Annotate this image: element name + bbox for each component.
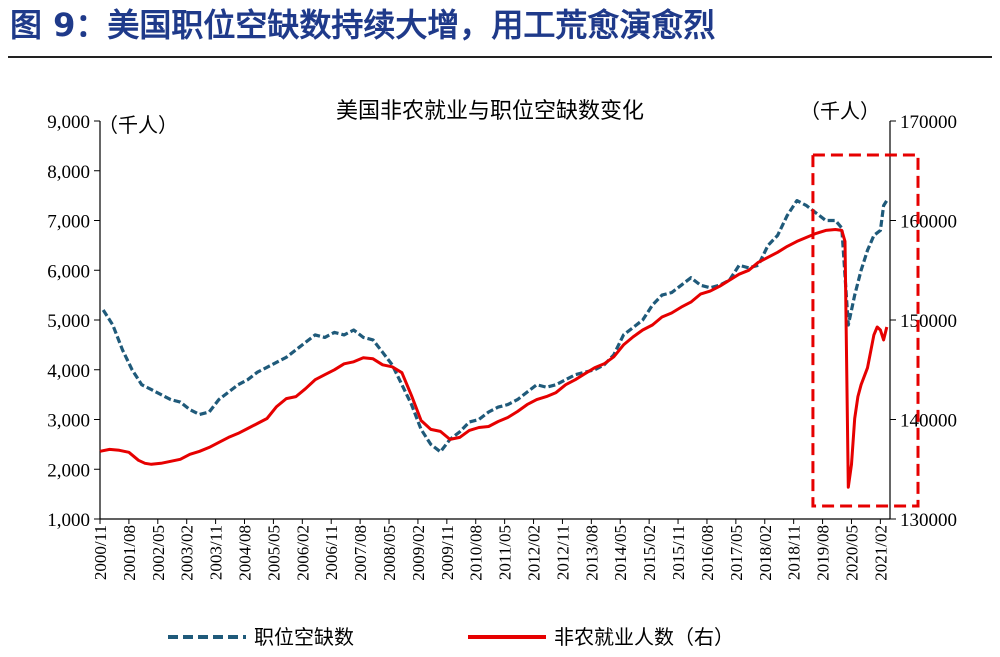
right-tick-label: 140000 xyxy=(900,411,957,432)
x-tick-label: 2018/02 xyxy=(756,525,775,581)
x-tick-label: 2006/11 xyxy=(322,525,341,580)
legend-label-job-openings: 职位空缺数 xyxy=(254,625,354,649)
x-tick-label: 2010/08 xyxy=(467,525,486,581)
x-tick-label: 2002/05 xyxy=(149,525,168,581)
left-tick-label: 8,000 xyxy=(47,162,90,183)
x-tick-label: 2003/11 xyxy=(207,525,226,580)
left-tick-label: 9,000 xyxy=(47,112,90,133)
x-tick-label: 2015/11 xyxy=(669,525,688,580)
x-tick-label: 2007/08 xyxy=(351,525,370,581)
right-tick-label: 170000 xyxy=(900,112,957,133)
x-tick-label: 2011/05 xyxy=(496,525,515,580)
x-tick-label: 2009/11 xyxy=(438,525,457,580)
x-tick-label: 2020/05 xyxy=(842,525,861,581)
x-tick-label: 2004/08 xyxy=(236,525,255,581)
left-tick-label: 6,000 xyxy=(47,261,90,282)
x-tick-label: 2018/11 xyxy=(785,525,804,580)
legend-label-nonfarm-payrolls: 非农就业人数（右） xyxy=(554,625,734,649)
right-tick-label: 150000 xyxy=(900,311,957,332)
left-tick-label: 4,000 xyxy=(47,361,90,382)
figure-title: 图 9：美国职位空缺数持续大增，用工荒愈演愈烈 xyxy=(10,6,716,44)
x-tick-label: 2006/02 xyxy=(293,525,312,581)
x-tick-label: 2015/02 xyxy=(640,525,659,581)
x-tick-label: 2001/08 xyxy=(120,525,139,581)
left-axis-unit: （千人） xyxy=(98,113,178,137)
x-tick-label: 2012/11 xyxy=(553,525,572,580)
series-line-job-openings xyxy=(101,199,889,454)
x-tick-label: 2005/05 xyxy=(264,525,283,581)
x-tick-label: 2017/05 xyxy=(727,525,746,581)
x-tick-label: 2008/05 xyxy=(380,525,399,581)
left-tick-label: 5,000 xyxy=(47,311,90,332)
title-divider xyxy=(8,56,992,58)
x-tick-label: 2019/08 xyxy=(814,525,833,581)
series-line-nonfarm-payrolls xyxy=(99,228,889,489)
left-tick-label: 3,000 xyxy=(47,411,90,432)
highlight-box xyxy=(811,153,920,508)
left-tick-label: 7,000 xyxy=(47,212,90,233)
chart-title: 美国非农就业与职位空缺数变化 xyxy=(336,99,644,124)
x-tick-label: 2016/08 xyxy=(698,525,717,581)
left-tick-label: 1,000 xyxy=(47,510,90,531)
right-axis-unit: （千人） xyxy=(800,99,880,123)
right-tick-label: 130000 xyxy=(900,510,957,531)
x-tick-label: 2003/02 xyxy=(178,525,197,581)
left-tick-label: 2,000 xyxy=(47,460,90,481)
right-tick-label: 160000 xyxy=(900,212,957,233)
x-tick-label: 2014/05 xyxy=(611,525,630,581)
x-tick-label: 2012/02 xyxy=(525,525,544,581)
x-tick-label: 2000/11 xyxy=(91,525,110,580)
x-tick-label: 2021/02 xyxy=(871,525,890,581)
x-tick-label: 2013/08 xyxy=(582,525,601,581)
x-tick-label: 2009/02 xyxy=(409,525,428,581)
